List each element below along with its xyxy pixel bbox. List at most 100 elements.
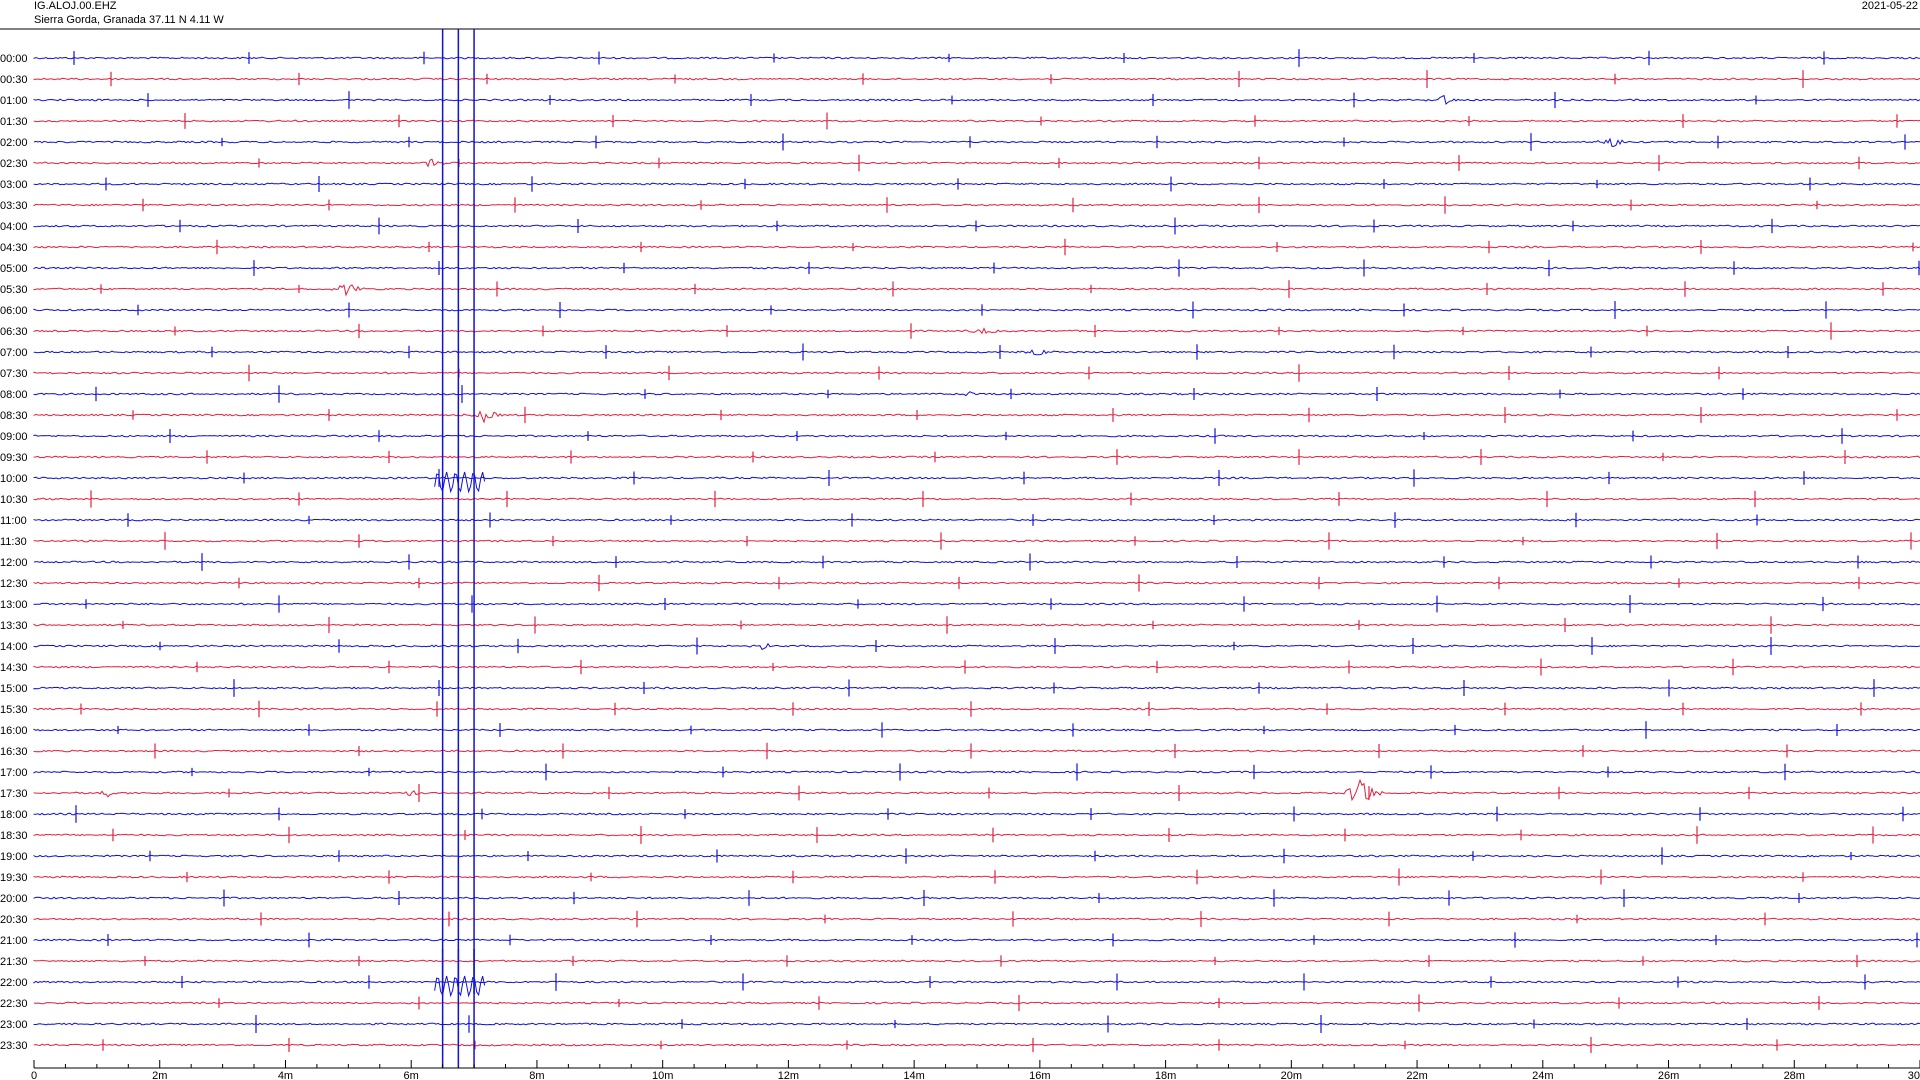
trace-row-0300 (33, 182, 1920, 186)
row-label: 01:00 (0, 95, 28, 107)
row-label: 00:00 (0, 53, 28, 65)
trace-row-0730 (33, 371, 1920, 375)
trace-row-2300 (33, 1022, 1920, 1026)
x-tick-label: 30 (1908, 1070, 1920, 1080)
trace-row-0400 (33, 224, 1920, 228)
trace-row-1000 (33, 476, 1920, 480)
row-label: 07:30 (0, 368, 28, 380)
x-tick-label: 28m (1784, 1070, 1805, 1080)
trace-row-0230 (33, 158, 1920, 168)
trace-row-0030 (33, 77, 1920, 81)
row-label: 07:00 (0, 347, 28, 359)
trace-row-1630 (33, 749, 1920, 753)
calibration-ringing (434, 975, 486, 998)
calibration-pulse-group (434, 29, 486, 1068)
trace-row-1430 (33, 665, 1920, 669)
x-axis: 0 2m 4m 6m 8m 10m 12m 14m 16m 18m 20m 22m 24m 26m 28m 3… (31, 1060, 1920, 1080)
x-tick-label: 20m (1281, 1070, 1302, 1080)
row-label: 02:30 (0, 158, 28, 170)
row-label: 12:30 (0, 578, 28, 590)
x-tick-label: 0 (31, 1070, 37, 1080)
row-label: 16:00 (0, 725, 28, 737)
trace-row-2030 (33, 917, 1920, 921)
trace-row-1600 (33, 728, 1920, 732)
trace-row-0600 (33, 308, 1920, 312)
row-label: 06:30 (0, 326, 28, 338)
row-label: 03:30 (0, 200, 28, 212)
trace-row-1400 (33, 642, 1920, 651)
trace-row-2130 (33, 959, 1920, 963)
row-label: 10:30 (0, 494, 28, 506)
trace-row-1700 (33, 770, 1920, 774)
row-label: 11:00 (0, 515, 27, 527)
x-tick-label: 14m (903, 1070, 924, 1080)
station-code: IG.ALOJ.00.EHZ (34, 0, 117, 12)
trace-row-1130 (33, 539, 1920, 543)
row-label: 04:30 (0, 242, 28, 254)
trace-row-0500 (33, 266, 1920, 270)
row-label: 15:00 (0, 683, 28, 695)
row-label: 14:00 (0, 641, 28, 653)
trace-row-1730 (33, 778, 1920, 802)
row-label: 19:30 (0, 872, 28, 884)
row-label: 21:00 (0, 935, 28, 947)
row-label: 02:00 (0, 137, 28, 149)
row-label: 05:30 (0, 284, 28, 296)
trace-row-0830 (33, 410, 1920, 424)
trace-row-0330 (33, 203, 1920, 207)
row-label: 16:30 (0, 746, 28, 758)
x-tick-label: 18m (1155, 1070, 1176, 1080)
row-label: 08:30 (0, 410, 28, 422)
trace-row-2230 (33, 1001, 1920, 1005)
x-tick-label: 24m (1532, 1070, 1553, 1080)
row-label: 15:30 (0, 704, 28, 716)
trace-row-2330 (33, 1043, 1920, 1047)
x-tick-label: 4m (278, 1070, 293, 1080)
trace-row-0800 (33, 391, 1920, 397)
row-label: 01:30 (0, 116, 28, 128)
x-tick-label: 6m (404, 1070, 419, 1080)
trace-row-1830 (33, 833, 1920, 837)
row-label: 14:30 (0, 662, 28, 674)
trace-row-1930 (33, 875, 1920, 879)
row-label: 08:00 (0, 389, 28, 401)
x-tick-label: 26m (1658, 1070, 1679, 1080)
row-label: 17:00 (0, 767, 28, 779)
row-label: 18:30 (0, 830, 28, 842)
x-tick-label: 10m (652, 1070, 673, 1080)
x-tick-label: 8m (529, 1070, 544, 1080)
row-label: 22:00 (0, 977, 28, 989)
row-label: 22:30 (0, 998, 28, 1010)
trace-row-0530 (33, 284, 1920, 297)
trace-row-2000 (33, 896, 1920, 900)
trace-row-1800 (33, 812, 1920, 816)
row-label: 06:00 (0, 305, 28, 317)
trace-row-0200 (33, 137, 1920, 147)
x-tick-label: 2m (152, 1070, 167, 1080)
row-label: 09:00 (0, 431, 28, 443)
row-label: 20:30 (0, 914, 28, 926)
trace-row-1200 (33, 560, 1920, 564)
row-label: 03:00 (0, 179, 28, 191)
calibration-ringing (434, 471, 486, 494)
row-label: 12:00 (0, 557, 28, 569)
row-label-group: 00:00 00:30 01:00 01:30 02:00 02:30 03:00 03:30… (0, 53, 28, 1052)
row-label: 11:30 (0, 536, 27, 548)
trace-row-2200 (33, 980, 1920, 984)
row-label: 05:00 (0, 263, 28, 275)
trace-row-1230 (33, 581, 1920, 585)
x-tick-label: 16m (1029, 1070, 1050, 1080)
station-location: Sierra Gorda, Granada 37.11 N 4.11 W (34, 14, 224, 26)
trace-row-1330 (33, 623, 1920, 627)
x-tick-label: 12m (778, 1070, 799, 1080)
x-tick-label: 22m (1406, 1070, 1427, 1080)
row-label: 18:00 (0, 809, 28, 821)
row-label: 23:30 (0, 1040, 28, 1052)
trace-row-0630 (33, 327, 1920, 335)
trace-row-1300 (33, 602, 1920, 606)
row-label: 17:30 (0, 788, 28, 800)
row-label: 20:00 (0, 893, 28, 905)
row-label: 13:00 (0, 599, 28, 611)
trace-row-0100 (33, 94, 1920, 105)
